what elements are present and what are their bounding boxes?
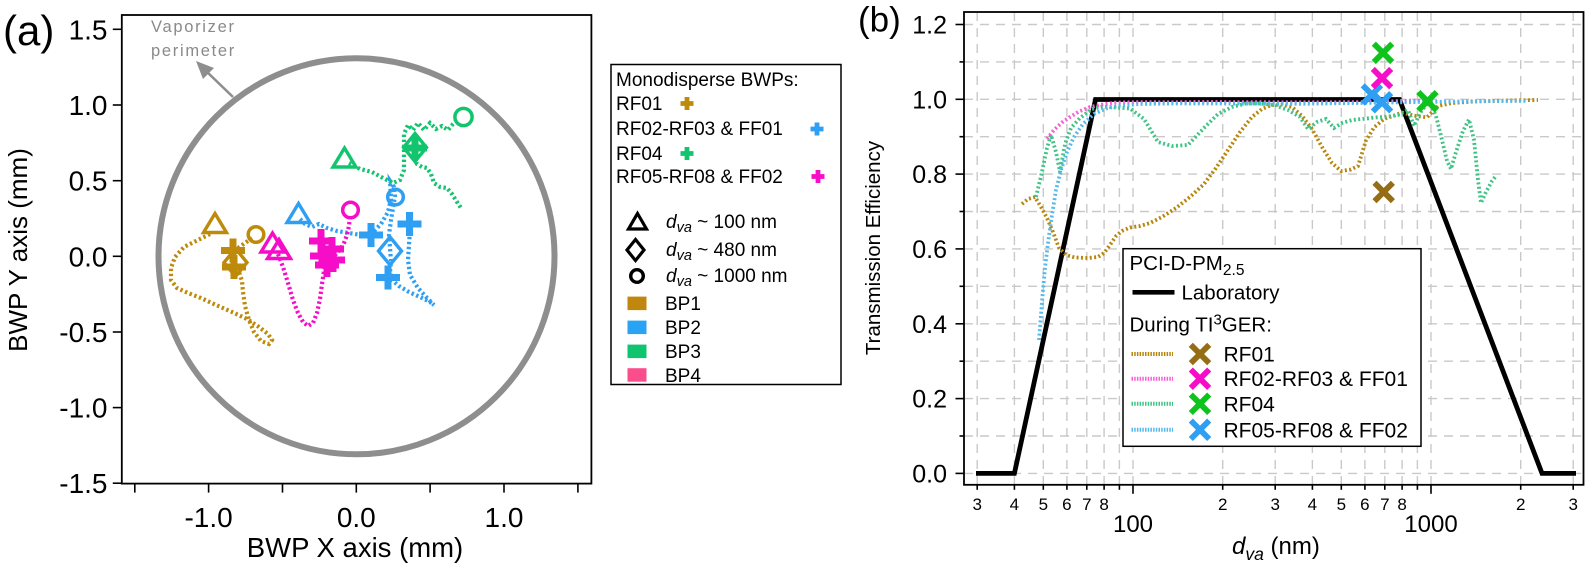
svg-text:Transmission Efficiency: Transmission Efficiency xyxy=(862,140,885,355)
svg-text:During TI3GER:: During TI3GER: xyxy=(1130,312,1272,337)
svg-text:RF02-RF03 & FF01: RF02-RF03 & FF01 xyxy=(1224,368,1408,391)
svg-text:dva ~ 100 nm: dva ~ 100 nm xyxy=(666,212,777,236)
svg-text:0.6: 0.6 xyxy=(912,236,947,264)
svg-text:RF01: RF01 xyxy=(616,94,662,115)
svg-text:3: 3 xyxy=(1568,495,1577,514)
svg-text:5: 5 xyxy=(1337,495,1346,514)
svg-text:7: 7 xyxy=(1380,495,1389,514)
svg-text:RF05-RF08 & FF02: RF05-RF08 & FF02 xyxy=(616,167,783,188)
svg-text:Laboratory: Laboratory xyxy=(1182,282,1281,305)
svg-text:100: 100 xyxy=(1113,511,1153,538)
svg-text:Vaporizer: Vaporizer xyxy=(151,18,236,36)
svg-text:BP4: BP4 xyxy=(665,366,701,387)
svg-text:7: 7 xyxy=(1082,495,1091,514)
svg-text:dva ~ 1000 nm: dva ~ 1000 nm xyxy=(666,266,788,290)
svg-text:2: 2 xyxy=(1218,495,1227,514)
svg-text:RF04: RF04 xyxy=(616,144,663,165)
svg-text:BP1: BP1 xyxy=(665,294,701,315)
svg-text:1.5: 1.5 xyxy=(69,14,108,45)
svg-text:(b): (b) xyxy=(858,1,901,40)
svg-text:0.0: 0.0 xyxy=(912,460,947,488)
svg-text:Monodisperse BWPs:: Monodisperse BWPs: xyxy=(616,70,799,91)
svg-text:0.2: 0.2 xyxy=(912,386,947,414)
svg-text:0.0: 0.0 xyxy=(337,502,376,533)
svg-text:1.0: 1.0 xyxy=(912,86,947,114)
svg-text:4: 4 xyxy=(1308,495,1317,514)
svg-text:dva (nm): dva (nm) xyxy=(1232,533,1320,564)
svg-text:-1.0: -1.0 xyxy=(184,502,232,533)
svg-text:RF02-RF03 & FF01: RF02-RF03 & FF01 xyxy=(616,119,783,140)
svg-text:-1.0: -1.0 xyxy=(59,393,107,424)
svg-text:BWP Y axis (mm): BWP Y axis (mm) xyxy=(3,148,33,352)
svg-text:0.8: 0.8 xyxy=(912,161,947,189)
svg-text:-0.5: -0.5 xyxy=(59,317,107,348)
svg-text:1000: 1000 xyxy=(1404,511,1457,538)
svg-text:perimeter: perimeter xyxy=(151,42,236,60)
svg-text:3: 3 xyxy=(1270,495,1279,514)
svg-text:(a): (a) xyxy=(3,7,54,54)
svg-text:BP2: BP2 xyxy=(665,318,701,339)
svg-text:RF04: RF04 xyxy=(1224,393,1276,416)
svg-text:4: 4 xyxy=(1010,495,1019,514)
svg-text:RF01: RF01 xyxy=(1224,344,1275,367)
svg-text:6: 6 xyxy=(1360,495,1369,514)
svg-text:1.0: 1.0 xyxy=(69,90,108,121)
svg-text:1.2: 1.2 xyxy=(912,12,947,40)
svg-text:5: 5 xyxy=(1039,495,1048,514)
svg-text:3: 3 xyxy=(972,495,981,514)
svg-text:-1.5: -1.5 xyxy=(59,468,107,499)
svg-text:0.5: 0.5 xyxy=(69,166,108,197)
svg-text:8: 8 xyxy=(1099,495,1108,514)
svg-text:8: 8 xyxy=(1397,495,1406,514)
svg-text:RF05-RF08 & FF02: RF05-RF08 & FF02 xyxy=(1224,419,1408,442)
svg-text:1.0: 1.0 xyxy=(485,502,524,533)
svg-text:0.0: 0.0 xyxy=(69,241,108,272)
svg-text:BWP X axis (mm): BWP X axis (mm) xyxy=(247,532,463,563)
svg-text:6: 6 xyxy=(1062,495,1071,514)
svg-text:0.4: 0.4 xyxy=(912,311,947,339)
svg-text:2: 2 xyxy=(1516,495,1525,514)
svg-text:BP3: BP3 xyxy=(665,342,701,363)
